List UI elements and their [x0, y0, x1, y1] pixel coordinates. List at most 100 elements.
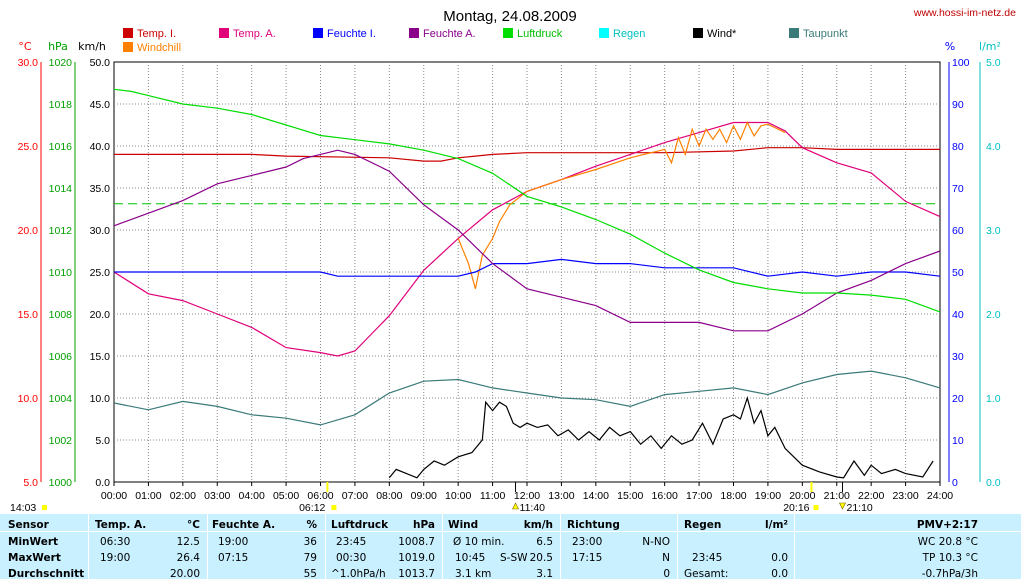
humidity-tick-label: 40: [952, 309, 964, 321]
x-tick-label: 21:00: [824, 490, 850, 502]
header-pmv: PMV+2:17: [916, 519, 978, 531]
temp-tick-label: 15.0: [18, 309, 39, 321]
wind-tick-label: 45.0: [90, 99, 111, 111]
stats-col-divider: [560, 514, 561, 579]
wind-tick-label: 5.0: [95, 435, 110, 447]
avg-humidity-value: 55: [303, 568, 317, 580]
stats-col-divider: [88, 514, 89, 579]
temp-tick-label: 30.0: [18, 57, 39, 69]
rain-axis-unit: l/m²: [979, 40, 1001, 53]
legend-label: Windchill: [137, 42, 181, 54]
pressure-tick-label: 1000: [49, 477, 73, 489]
x-tick-label: 22:00: [858, 490, 884, 502]
legend-swatch: [123, 28, 133, 38]
triangle-marker-1-icon: [512, 502, 520, 510]
series-taupunkt-line: [113, 370, 941, 426]
header-humidity: Feuchte A.: [212, 519, 276, 531]
x-tick-label: 15:00: [617, 490, 643, 502]
temp-tick-label: 20.0: [18, 225, 39, 237]
legend-label: Wind*: [707, 28, 737, 40]
header-sensor: Sensor: [8, 519, 49, 531]
x-tick-label: 14:00: [583, 490, 609, 502]
x-tick-label: 18:00: [720, 490, 746, 502]
sunrise-dot: [331, 505, 337, 510]
x-tick-label: 00:00: [101, 490, 127, 502]
wind-tick-label: 20.0: [90, 309, 111, 321]
pressure-tick-label: 1014: [49, 183, 73, 195]
humidity-tick-label: 70: [952, 183, 964, 195]
x-tick-label: 01:00: [135, 490, 161, 502]
max-temp-value: 26.4: [176, 552, 200, 564]
chart-title: Montag, 24.08.2009: [443, 8, 576, 25]
statistics-panel: Sensor Temp. A. °C Feuchte A. % Luftdruc…: [0, 514, 1021, 580]
legend-label: Feuchte I.: [327, 28, 376, 40]
stats-col-divider: [442, 514, 443, 579]
triangle-marker-1-label: 11:40: [520, 502, 546, 514]
humidity-tick-label: 100: [952, 57, 970, 69]
legend-swatch: [219, 28, 229, 38]
min-temp-time: 06:30: [100, 536, 131, 548]
dewpoint-value: TP 10.3 °C: [922, 552, 978, 564]
x-tick-label: 11:00: [480, 490, 506, 502]
pressure-axis-unit: hPa: [48, 40, 68, 53]
x-tick-label: 04:00: [239, 490, 265, 502]
min-pressure-time: 23:45: [336, 536, 367, 548]
max-humidity-value: 79: [303, 552, 317, 564]
x-tick-label: 07:00: [342, 490, 368, 502]
direction-min-time: 23:00: [572, 536, 603, 548]
x-tick-label: 03:00: [204, 490, 230, 502]
x-tick-label: 23:00: [892, 490, 918, 502]
header-wind-unit: km/h: [523, 519, 553, 531]
pressure-tick-label: 1008: [49, 309, 73, 321]
wind-tick-label: 25.0: [90, 267, 111, 279]
pressure-trend: ^1.0hPa/h: [331, 568, 386, 580]
min-humidity-time: 19:00: [218, 536, 249, 548]
triangle-marker-2-label: 21:10: [846, 502, 872, 514]
avg-pressure-value: 1013.7: [398, 568, 435, 580]
humidity-tick-label: 30: [952, 351, 964, 363]
x-tick-label: 02:00: [170, 490, 196, 502]
sunset-label: 20:16: [783, 502, 809, 514]
header-temp: Temp. A.: [95, 519, 147, 531]
legend-label: Taupunkt: [803, 28, 848, 40]
pressure-tick-label: 1016: [49, 141, 73, 153]
rain-tick-label: 5.0: [986, 57, 1001, 69]
header-direction: Richtung: [567, 519, 620, 531]
windchill-value: WC 20.8 °C: [917, 536, 978, 548]
legend: Temp. I. Temp. A. Feuchte I. Feuchte A. Luft…: [123, 28, 848, 54]
wind-tick-label: 15.0: [90, 351, 111, 363]
x-tick-label: 20:00: [789, 490, 815, 502]
avg-temp-value: 20.00: [169, 568, 200, 580]
stats-col-divider: [677, 514, 678, 579]
series-wind-line: [388, 395, 934, 479]
header-rain-unit: l/m²: [765, 519, 788, 531]
x-tick-label: 12:00: [514, 490, 540, 502]
humidity-tick-label: 50: [952, 267, 964, 279]
rain-tick-label: 3.0: [986, 225, 1001, 237]
pressure-trend-3h: -0.7hPa/3h: [921, 568, 978, 580]
wind-max-value: 20.5: [529, 552, 553, 564]
x-tick-label: 24:00: [927, 490, 953, 502]
x-tick-label: 09:00: [411, 490, 437, 502]
wind-tick-label: 30.0: [90, 225, 111, 237]
header-pressure-unit: hPa: [413, 519, 435, 531]
stats-col-divider: [325, 514, 326, 579]
stats-divider: [0, 531, 1021, 532]
legend-swatch: [789, 28, 799, 38]
x-tick-label: 06:00: [307, 490, 333, 502]
wind-tick-label: 50.0: [90, 57, 111, 69]
site-url[interactable]: www.hossi-im-netz.de: [913, 7, 1016, 19]
humidity-tick-label: 80: [952, 141, 964, 153]
direction-min-value: N-NO: [642, 536, 670, 548]
header-pressure: Luftdruck: [331, 519, 389, 531]
rain-tick-label: 2.0: [986, 309, 1001, 321]
wind-tick-label: 35.0: [90, 183, 111, 195]
chart-series: [113, 88, 941, 479]
wind-max-time: 10:45: [455, 552, 486, 564]
x-tick-label: 16:00: [652, 490, 678, 502]
humidity-tick-label: 90: [952, 99, 964, 111]
humidity-tick-label: 10: [952, 435, 964, 447]
pressure-tick-label: 1002: [49, 435, 73, 447]
pressure-tick-label: 1018: [49, 99, 73, 111]
legend-label: Temp. A.: [233, 28, 276, 40]
